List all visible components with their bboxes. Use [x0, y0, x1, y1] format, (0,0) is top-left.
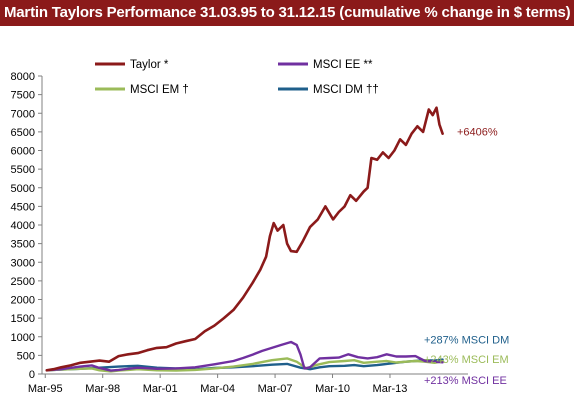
y-tick-label: 2500	[11, 276, 35, 288]
end-label: +6406%	[457, 127, 498, 139]
chart-legend: Taylor * MSCI EE ** MSCI EM † MSCI DM ††	[95, 59, 379, 96]
end-label: +287% MSCI DM	[424, 334, 509, 346]
y-tick-label: 1000	[11, 332, 35, 344]
legend-label: MSCI EE **	[313, 59, 373, 71]
y-tick-label: 7500	[11, 90, 35, 102]
legend-item: MSCI EE **	[278, 59, 373, 71]
legend-item: Taylor *	[95, 59, 169, 71]
x-tick-label: Mar-10	[315, 383, 350, 395]
y-tick-label: 3500	[11, 239, 35, 251]
y-tick-label: 0	[29, 369, 35, 381]
x-tick-label: Mar-01	[143, 383, 178, 395]
y-tick-label: 6500	[11, 127, 35, 139]
x-tick-label: Mar-98	[85, 383, 120, 395]
series-layer	[45, 106, 444, 373]
end-label: +213% MSCI EE	[424, 375, 507, 387]
y-tick-label: 4000	[11, 220, 35, 232]
y-tick-label: 3000	[11, 257, 35, 269]
legend-label: MSCI EM †	[130, 84, 189, 96]
y-tick-label: 500	[17, 350, 35, 362]
y-tick-label: 8000	[11, 71, 35, 83]
end-labels: +6406% +287% MSCI DM +243% MSCI EM +213% MS…	[424, 127, 509, 387]
legend-label: Taylor *	[130, 59, 169, 71]
y-tick-label: 6000	[11, 146, 35, 158]
legend-item: MSCI DM ††	[278, 84, 379, 96]
chart-title: Martin Taylors Performance 31.03.95 to 3…	[0, 0, 574, 26]
y-tick-label: 4500	[11, 201, 35, 213]
series-line-msci-ee	[45, 340, 444, 372]
y-tick-label: 5500	[11, 164, 35, 176]
series-line-taylor	[45, 106, 444, 372]
legend-label: MSCI DM ††	[313, 84, 379, 96]
x-tick-label: Mar-04	[200, 383, 235, 395]
performance-chart: 0 500 1000 1500 2000 2500 3000 3500 4000 4500 5000…	[11, 59, 510, 395]
x-tick-label: Mar-13	[373, 383, 408, 395]
y-tick-label: 7000	[11, 108, 35, 120]
x-tick-label: Mar-07	[258, 383, 293, 395]
y-tick-label: 2000	[11, 295, 35, 307]
legend-item: MSCI EM †	[95, 84, 189, 96]
end-label: +243% MSCI EM	[424, 354, 509, 366]
y-tick-label: 5000	[11, 183, 35, 195]
y-tick-label: 1500	[11, 313, 35, 325]
x-tick-label: Mar-95	[28, 383, 63, 395]
chart-axes: 0 500 1000 1500 2000 2500 3000 3500 4000 4500 5000…	[11, 71, 468, 395]
